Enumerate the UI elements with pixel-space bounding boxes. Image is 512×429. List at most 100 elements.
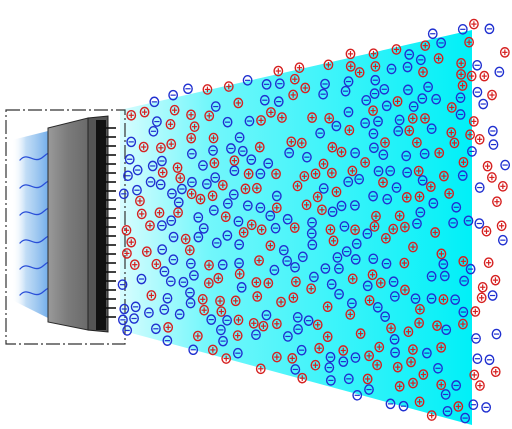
negative-ion-icon [306, 228, 317, 239]
positive-ion-icon [456, 57, 467, 69]
negative-ion-icon [468, 399, 479, 411]
positive-ion-icon [414, 191, 425, 202]
negative-ion-icon [332, 252, 343, 263]
negative-ion-icon [270, 222, 281, 234]
negative-ion-icon [242, 75, 253, 86]
negative-ion-icon [123, 170, 133, 182]
positive-ion-icon [243, 168, 254, 180]
negative-ion-icon [255, 168, 266, 180]
negative-ion-icon [132, 184, 142, 196]
negative-ion-icon [284, 147, 295, 159]
positive-ion-icon [286, 136, 297, 148]
positive-ion-icon [271, 168, 281, 180]
positive-ion-icon [165, 118, 176, 130]
positive-ion-icon [406, 356, 416, 368]
positive-ion-icon [151, 258, 162, 270]
positive-ion-icon [481, 225, 492, 237]
negative-ion-icon [408, 101, 419, 112]
positive-ion-icon [299, 170, 310, 182]
positive-ion-icon [248, 317, 259, 329]
negative-ion-icon [320, 78, 330, 90]
positive-ion-icon [254, 141, 265, 153]
negative-ion-icon [350, 352, 361, 363]
positive-ion-icon [371, 210, 381, 222]
positive-ion-icon [430, 227, 441, 238]
positive-ion-icon [310, 359, 321, 371]
positive-ion-icon [350, 224, 360, 236]
negative-ion-icon [255, 202, 266, 214]
negative-ion-icon [211, 237, 222, 249]
positive-ion-icon [322, 301, 333, 313]
negative-ion-icon [168, 254, 179, 265]
positive-ion-icon [294, 62, 305, 73]
negative-ion-icon [208, 145, 218, 156]
positive-ion-icon [240, 183, 251, 195]
negative-ion-icon [382, 193, 393, 205]
negative-ion-icon [448, 217, 459, 229]
negative-ion-icon [440, 389, 451, 400]
negative-ion-icon [381, 100, 392, 112]
positive-ion-icon [414, 396, 425, 408]
negative-ion-icon [385, 398, 396, 410]
positive-ion-icon [414, 317, 425, 329]
positive-ion-icon [457, 80, 468, 91]
negative-ion-icon [391, 182, 402, 193]
positive-ion-icon [458, 256, 469, 267]
positive-ion-icon [136, 208, 147, 220]
positive-ion-icon [408, 344, 418, 355]
positive-ion-icon [400, 221, 410, 233]
negative-ion-icon [119, 303, 130, 315]
negative-ion-icon [439, 270, 450, 282]
positive-ion-icon [209, 157, 220, 169]
positive-ion-icon [139, 106, 150, 118]
positive-ion-icon [277, 112, 287, 123]
negative-ion-icon [343, 106, 354, 118]
negative-ion-icon [157, 220, 167, 231]
negative-ion-icon [185, 287, 195, 298]
positive-ion-icon [229, 155, 240, 166]
negative-ion-icon [325, 351, 336, 363]
negative-ion-icon [234, 257, 244, 269]
positive-ion-icon [404, 125, 415, 136]
positive-ion-icon [326, 167, 337, 179]
negative-ion-icon [229, 165, 240, 177]
positive-ion-icon [394, 381, 405, 392]
negative-ion-icon [193, 212, 204, 223]
positive-ion-icon [266, 107, 276, 118]
positive-ion-icon [399, 257, 410, 269]
positive-ion-icon [122, 248, 132, 259]
positive-ion-icon [464, 36, 474, 48]
positive-ion-icon [296, 137, 307, 149]
negative-ion-icon [484, 23, 495, 35]
positive-ion-icon [453, 401, 464, 412]
positive-ion-icon [475, 380, 485, 391]
negative-ion-icon [228, 189, 239, 200]
negative-ion-icon [373, 116, 383, 127]
negative-ion-icon [234, 132, 245, 143]
positive-ion-icon [403, 326, 414, 337]
negative-ion-icon [150, 323, 161, 335]
negative-ion-icon [261, 79, 272, 90]
negative-ion-icon [282, 213, 293, 225]
positive-ion-icon [418, 369, 429, 380]
negative-ion-icon [144, 307, 154, 319]
positive-ion-icon [449, 137, 460, 149]
negative-ion-icon [271, 190, 282, 202]
negative-ion-icon [352, 390, 363, 401]
positive-ion-icon [469, 369, 480, 381]
positive-ion-icon [378, 177, 388, 188]
negative-ion-icon [404, 49, 415, 60]
positive-ion-icon [232, 330, 243, 341]
negative-ion-icon [334, 288, 344, 300]
negative-ion-icon [136, 273, 147, 285]
positive-ion-icon [434, 147, 445, 159]
negative-ion-icon [210, 172, 221, 183]
negative-ion-icon [415, 54, 426, 66]
negative-ion-icon [472, 353, 483, 365]
positive-ion-icon [338, 345, 349, 356]
negative-ion-icon [438, 258, 449, 270]
positive-ion-icon [380, 137, 390, 148]
positive-ion-icon [433, 53, 444, 64]
negative-ion-icon [450, 294, 461, 305]
